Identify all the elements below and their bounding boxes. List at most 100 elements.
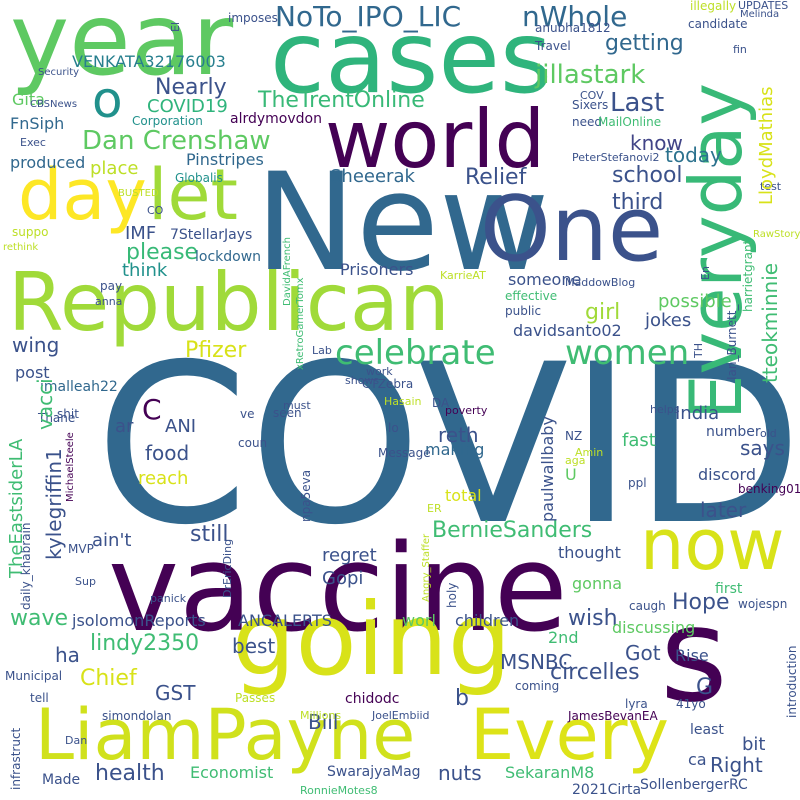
word: TheTrentOnline [258,88,425,113]
word: ha [55,643,80,667]
word: Melinda [740,9,780,20]
word: let [148,154,238,236]
word: lockdown [195,249,262,265]
word: RonnieMotes8 [300,784,378,797]
word: COVID19 [147,96,228,117]
word: COVID [95,317,800,573]
word: please [126,240,199,265]
word: Chief [80,666,137,691]
word: ain't [92,530,132,551]
word: 2nd [548,628,579,647]
word: alrdymovdon [230,111,322,127]
word: know [630,131,683,155]
word: nuts [438,761,482,785]
word: possible [658,291,732,312]
word: jokes [645,310,692,331]
word: LloydMathias [756,86,777,205]
word: Corporation [132,114,203,128]
word: best [232,634,276,658]
word: seen [273,406,302,420]
word: candidate [688,17,748,31]
word: discussing [612,618,696,637]
word: kylegriffin1 [42,448,66,560]
word: Sup [75,575,96,588]
word: ER [427,502,442,515]
word: children [455,611,520,630]
word: Hasain [384,395,422,408]
word: panick [150,592,187,605]
word: bit [742,734,766,755]
word: coun [238,436,268,450]
word: npa5eva [299,469,313,522]
word: ve [240,407,255,421]
word: getting [605,31,684,56]
word: gonna [572,574,623,593]
word: s [660,579,728,731]
word: ANI [165,416,197,437]
word: 41yo [676,697,706,711]
word: health [95,761,165,786]
word: making [425,440,485,459]
word: today [665,143,722,167]
word: public [505,304,542,318]
word: holy [445,582,459,608]
word: Travel [535,39,571,53]
word: India [675,403,720,424]
word: SwarajyaMag [327,764,421,780]
word: VENKATA32176003 [72,52,226,71]
word: GST [155,681,196,705]
word: shows [345,374,380,387]
word: Got [625,641,661,665]
word: total [445,486,482,505]
word: year [10,0,234,98]
word: DA [432,396,450,410]
word: DavidAFrench [282,237,293,306]
word: Prisoners [340,260,414,279]
word: Pinstripes [186,150,264,169]
word: imalleah22 [40,379,118,395]
word: COV [580,89,604,102]
word: lindy2350 [90,631,200,656]
word: reth [438,423,479,447]
word: UPDATES [738,0,789,12]
word: Bill [308,710,339,734]
word: shit [57,407,79,421]
word: day [18,154,147,236]
word: wing [12,333,60,357]
word: C [142,393,162,426]
word: davidsanto02 [513,321,622,340]
word: daily_khabrain [19,522,33,611]
word: Ian_Burnett_ [725,304,739,380]
word: thought [558,543,621,562]
word: celebrate [335,333,496,373]
word: chidodc [345,691,400,707]
word: Gita [12,90,45,109]
word: One [480,177,664,282]
word: JamesBevanEA [568,709,658,723]
word: place [90,158,139,179]
word: TH [692,343,705,358]
word: test [760,180,782,193]
word: worl [402,611,436,630]
word: Republican [8,256,450,349]
word: Hope [672,590,730,615]
word: BernieSanders [432,518,593,543]
word: b [455,686,469,711]
word: work [366,365,393,378]
word: women [565,333,690,373]
word: KarrieAT [440,269,486,282]
word: Message [378,446,431,460]
word: MailOnline [598,115,662,129]
word: wave [10,606,69,631]
word: vaccine [108,520,568,659]
word: post [15,363,50,382]
word: introduction [785,645,799,718]
word: Security [38,67,80,78]
word: Pfizer [185,338,247,363]
word: tteokminnie [758,262,782,383]
word: wojespn [738,597,788,611]
word: jillastark [535,60,646,90]
word: caugh [629,599,666,613]
word: ar [115,416,134,437]
